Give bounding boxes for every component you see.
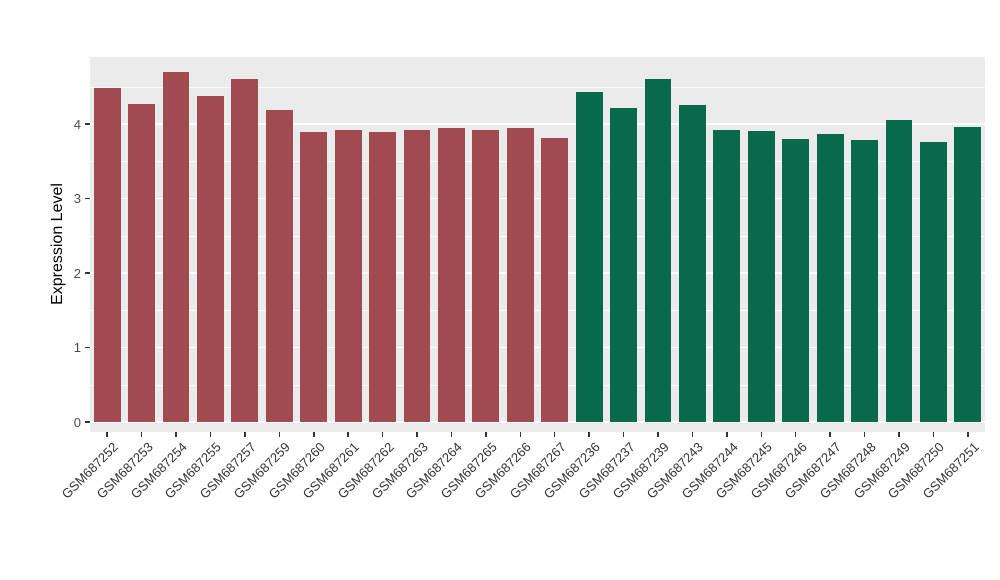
bar-GSM687248 <box>851 139 878 422</box>
bar-GSM687250 <box>919 141 947 422</box>
bar-GSM687266 <box>506 127 534 422</box>
bar-GSM687243 <box>678 104 706 422</box>
x-tick-mark <box>485 432 487 437</box>
y-tick-label: 3 <box>73 191 81 207</box>
y-tick-mark <box>85 346 90 349</box>
x-tick-mark <box>450 432 453 437</box>
x-tick-mark <box>967 432 969 437</box>
bar-GSM687252 <box>93 88 121 422</box>
x-tick-mark <box>691 432 694 437</box>
gridline-major <box>90 123 985 125</box>
x-tick-mark <box>381 432 384 437</box>
bar-GSM687255 <box>197 95 224 422</box>
gridline-major <box>90 346 985 349</box>
x-tick-mark <box>278 432 281 437</box>
x-tick-mark <box>760 432 762 437</box>
gridline-minor <box>90 86 985 88</box>
bar-GSM687247 <box>816 133 844 422</box>
y-tick-mark <box>85 272 90 274</box>
bar-GSM687251 <box>954 127 982 422</box>
x-tick-mark <box>347 432 349 437</box>
y-tick-mark <box>85 421 90 423</box>
bar-GSM687260 <box>300 132 328 422</box>
gridline-major <box>90 197 985 200</box>
x-tick-mark <box>622 432 625 437</box>
x-tick-mark <box>106 432 108 437</box>
y-tick-label: 2 <box>73 265 81 281</box>
x-tick-mark <box>588 432 590 437</box>
x-tick-mark <box>140 432 143 437</box>
gridline-minor <box>90 161 985 163</box>
x-tick-mark <box>863 432 866 437</box>
gridline-major <box>90 421 985 423</box>
x-tick-mark <box>726 432 728 437</box>
bar-GSM687245 <box>747 130 775 422</box>
bar-GSM687267 <box>541 138 569 422</box>
bar-GSM687239 <box>644 79 672 422</box>
x-tick-mark <box>519 432 522 437</box>
y-tick-label: 4 <box>73 116 81 132</box>
x-tick-mark <box>829 432 831 437</box>
plot-panel <box>90 57 985 432</box>
x-tick-mark <box>794 432 797 437</box>
x-tick-mark <box>898 432 900 437</box>
bar-GSM687261 <box>334 130 362 422</box>
y-tick-mark <box>85 123 90 125</box>
bar-GSM687236 <box>575 92 603 422</box>
x-tick-mark <box>209 432 212 437</box>
x-tick-mark <box>657 432 659 437</box>
bar-GSM687246 <box>782 138 810 422</box>
bar-GSM687262 <box>369 132 396 422</box>
gridline-minor <box>90 384 985 386</box>
bar-GSM687265 <box>472 130 500 422</box>
x-tick-mark <box>175 432 177 437</box>
bar-GSM687253 <box>128 103 156 422</box>
y-tick-mark <box>85 197 90 200</box>
x-tick-mark <box>244 432 246 437</box>
y-tick-label: 1 <box>73 340 81 355</box>
gridline-major <box>90 272 985 274</box>
bar-GSM687259 <box>265 109 293 422</box>
bar-GSM687254 <box>162 71 190 422</box>
bar-GSM687249 <box>885 120 913 422</box>
x-tick-mark <box>932 432 935 437</box>
gridline-minor <box>90 235 985 237</box>
bar-GSM687244 <box>713 130 741 422</box>
x-tick-mark <box>416 432 418 437</box>
bar-GSM687264 <box>438 127 465 422</box>
y-tick-label: 0 <box>73 414 81 430</box>
bar-GSM687237 <box>610 108 637 422</box>
bar-GSM687257 <box>231 79 259 422</box>
bar-GSM687263 <box>403 130 431 422</box>
gridline-minor <box>90 310 985 312</box>
x-tick-mark <box>313 432 315 437</box>
x-tick-mark <box>553 432 556 437</box>
